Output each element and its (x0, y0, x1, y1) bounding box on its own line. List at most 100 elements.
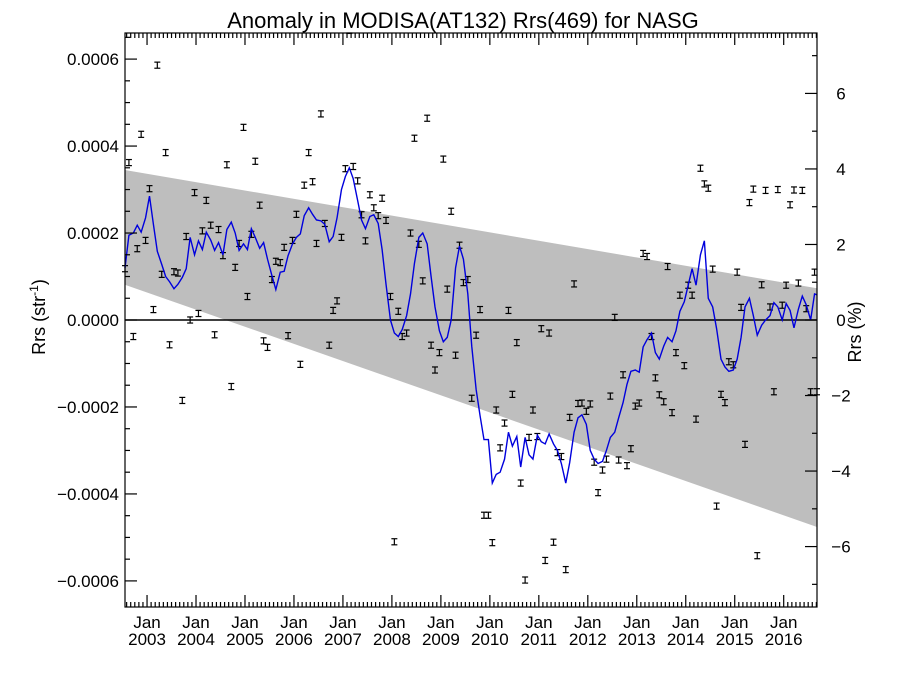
data-point (305, 148, 312, 157)
data-point (379, 194, 386, 202)
data-point (260, 337, 267, 345)
trend-envelope (125, 169, 817, 527)
data-point (272, 257, 279, 265)
x-tick-month: Jan (770, 613, 797, 632)
x-tick-year: 2016 (765, 630, 803, 649)
y-left-tick-label: 0.0006 (67, 50, 119, 69)
data-point (770, 388, 777, 396)
data-point (297, 360, 304, 368)
y-right-tick-label: 0 (836, 311, 845, 330)
data-point (203, 196, 210, 205)
x-tick-year: 2014 (667, 630, 705, 649)
x-axis: Jan2003Jan2004Jan2005Jan2006Jan2007Jan20… (126, 33, 817, 649)
y-right-tick-label: 6 (836, 84, 845, 103)
y-right-tick-label: −4 (831, 462, 850, 481)
data-point (607, 392, 614, 400)
data-point (632, 402, 639, 410)
y-left-tick-label: −0.0004 (57, 485, 119, 504)
data-point (774, 185, 781, 194)
data-point (656, 391, 663, 399)
data-point (146, 185, 153, 193)
data-point (529, 406, 536, 414)
data-point (215, 225, 222, 234)
data-point (281, 243, 288, 252)
data-point (615, 456, 622, 464)
x-tick-year: 2003 (128, 630, 166, 649)
x-tick-year: 2010 (471, 630, 509, 649)
y-left-tick-label: 0.0004 (67, 137, 119, 156)
y-left-tick-label: 0.0000 (67, 311, 119, 330)
data-point (207, 221, 214, 229)
data-point (162, 148, 169, 157)
data-point (599, 466, 606, 474)
data-point (571, 280, 578, 288)
x-tick-month: Jan (378, 613, 405, 632)
data-point (293, 210, 300, 218)
data-point (636, 399, 643, 407)
data-point (807, 388, 814, 396)
data-point (790, 186, 797, 194)
x-tick-month: Jan (525, 613, 552, 632)
data-point (620, 371, 627, 379)
data-point (762, 186, 769, 195)
x-tick-year: 2007 (324, 630, 362, 649)
data-point (264, 343, 271, 352)
data-point (228, 382, 235, 391)
plot-area (122, 32, 820, 608)
data-point (444, 285, 451, 293)
data-point (522, 576, 529, 584)
chart-title: Anomaly in MODISA(AT132) Rrs(469) for NA… (227, 8, 699, 33)
data-point (652, 374, 659, 382)
x-tick-year: 2008 (373, 630, 411, 649)
data-point (232, 263, 239, 272)
data-point (240, 123, 247, 132)
data-point (681, 362, 688, 370)
data-point (493, 406, 500, 414)
data-point (558, 452, 565, 461)
data-point (734, 268, 741, 276)
data-point (252, 157, 259, 165)
data-point (370, 204, 377, 212)
y-left-tick-label: 0.0002 (67, 224, 119, 243)
data-point (795, 279, 802, 287)
data-point (538, 325, 545, 333)
data-point (718, 390, 725, 399)
data-point (640, 249, 647, 258)
data-point (497, 444, 504, 452)
smoothed-anomaly-line (124, 165, 818, 486)
data-point (317, 110, 324, 118)
data-point (799, 186, 806, 195)
data-point (742, 440, 749, 449)
data-point (223, 161, 230, 169)
data-point (195, 309, 202, 318)
data-point (787, 201, 794, 209)
y-left-tick-label: −0.0002 (57, 398, 119, 417)
data-point (754, 552, 761, 560)
data-point (350, 162, 357, 171)
data-point (244, 292, 251, 301)
data-point (562, 565, 569, 574)
data-point (326, 341, 333, 349)
data-point (179, 396, 186, 405)
x-tick-year: 2006 (275, 630, 313, 649)
data-point (452, 351, 459, 359)
data-point (191, 188, 198, 197)
data-point (485, 511, 492, 519)
data-point (134, 245, 141, 253)
data-point (301, 181, 308, 189)
data-point (672, 348, 679, 357)
x-tick-month: Jan (427, 613, 454, 632)
x-tick-month: Jan (133, 613, 160, 632)
x-tick-month: Jan (182, 613, 209, 632)
data-point (693, 415, 700, 423)
data-point (701, 180, 708, 188)
data-point (154, 61, 161, 69)
x-tick-year: 2013 (618, 630, 656, 649)
data-point (660, 398, 667, 406)
data-point (550, 538, 557, 546)
data-point (689, 291, 696, 299)
data-point (309, 178, 316, 186)
data-point (746, 198, 753, 207)
data-point (330, 306, 337, 315)
